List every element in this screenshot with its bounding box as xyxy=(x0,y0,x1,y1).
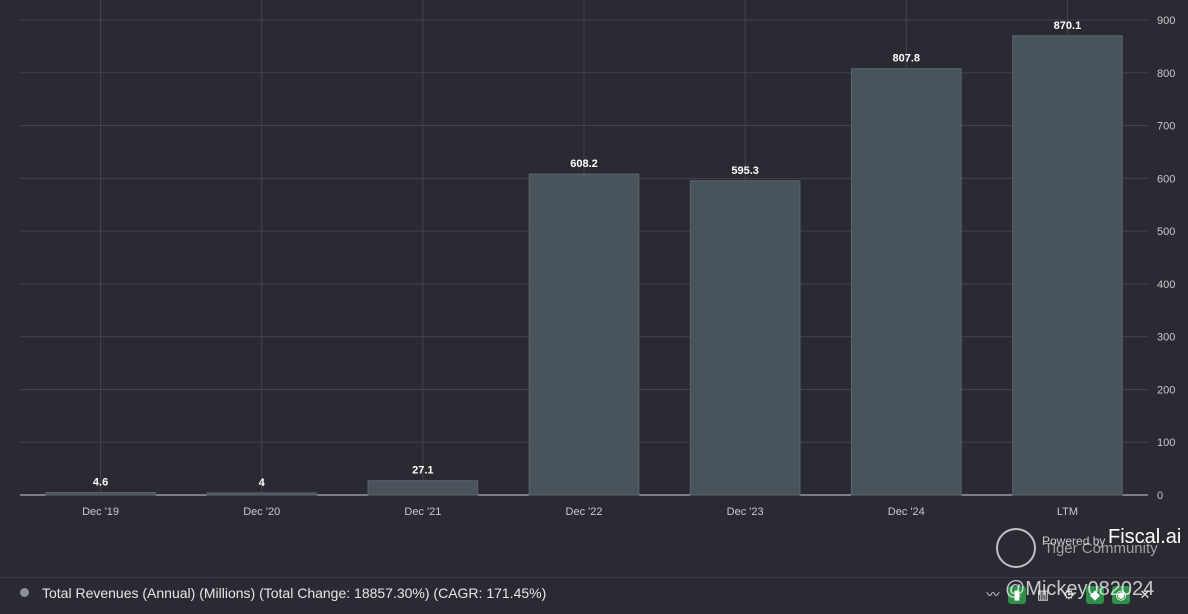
brand-name[interactable]: Fiscal.ai xyxy=(1108,526,1182,548)
x-tick-label: Dec '24 xyxy=(888,506,925,518)
bar xyxy=(367,480,479,496)
y-tick-label: 300 xyxy=(1157,332,1175,344)
trend-icon[interactable]: 〰 xyxy=(986,587,1000,602)
y-tick-label: 400 xyxy=(1157,279,1175,291)
x-tick-label: Dec '19 xyxy=(82,506,119,518)
bar xyxy=(528,173,640,496)
bar xyxy=(1012,35,1123,496)
y-tick-label: 600 xyxy=(1157,173,1175,185)
close-icon[interactable]: ✕ xyxy=(1139,587,1151,602)
y-tick-label: 0 xyxy=(1157,490,1163,502)
legend-dot xyxy=(20,588,29,597)
bars xyxy=(45,35,1123,496)
bar-value-label: 27.1 xyxy=(412,465,433,477)
x-tick-label: Dec '21 xyxy=(404,506,441,518)
bar-value-label: 595.3 xyxy=(731,165,759,177)
bar xyxy=(850,68,962,496)
x-tick-label: LTM xyxy=(1057,506,1078,518)
x-axis-ticks: Dec '19 Dec '20 Dec '21 Dec '22 Dec '23 Dec '… xyxy=(82,506,1078,518)
y-tick-label: 800 xyxy=(1157,68,1175,80)
data-labels: 4.6 4 27.1 608.2 595.3 807.8 870.1 xyxy=(93,20,1081,489)
x-tick-label: Dec '20 xyxy=(243,506,280,518)
branding: Powered by Fiscal.ai Tiger Community xyxy=(996,524,1186,570)
y-tick-label: 700 xyxy=(1157,121,1175,133)
legend-bar: Total Revenues (Annual) (Millions) (Tota… xyxy=(0,577,1188,614)
tag-icon[interactable]: ◆ xyxy=(1086,586,1104,604)
watermark-community: Tiger Community xyxy=(1044,540,1158,557)
x-tick-label: Dec '23 xyxy=(727,506,764,518)
bar-value-label: 608.2 xyxy=(570,158,598,170)
x-tick-label: Dec '22 xyxy=(566,506,603,518)
bar-value-label: 807.8 xyxy=(893,53,921,65)
bar-chart-icon[interactable]: ▮ xyxy=(1008,586,1026,604)
eye-icon[interactable]: ◉ xyxy=(1112,586,1130,604)
tiger-logo-icon xyxy=(996,528,1036,568)
powered-by-text: Powered by xyxy=(1042,534,1106,548)
bar xyxy=(689,180,801,496)
y-tick-label: 900 xyxy=(1157,15,1175,27)
settings-icon[interactable]: ⚙ xyxy=(1063,587,1075,602)
bar xyxy=(45,492,156,496)
watermark-user: @Mickey082024 xyxy=(1005,578,1155,600)
bar-value-label: 870.1 xyxy=(1054,20,1082,32)
y-tick-label: 500 xyxy=(1157,226,1175,238)
y-tick-label: 200 xyxy=(1157,384,1175,396)
table-icon[interactable]: ▥ xyxy=(1036,587,1050,602)
legend-series-label[interactable]: Total Revenues (Annual) (Millions) (Tota… xyxy=(42,585,547,601)
bar xyxy=(206,492,318,496)
y-axis-ticks: 0 100 200 300 400 500 600 700 800 900 xyxy=(1157,15,1175,502)
bar-value-label: 4.6 xyxy=(93,477,108,489)
y-tick-label: 100 xyxy=(1157,437,1175,449)
bar-value-label: 4 xyxy=(259,477,266,489)
